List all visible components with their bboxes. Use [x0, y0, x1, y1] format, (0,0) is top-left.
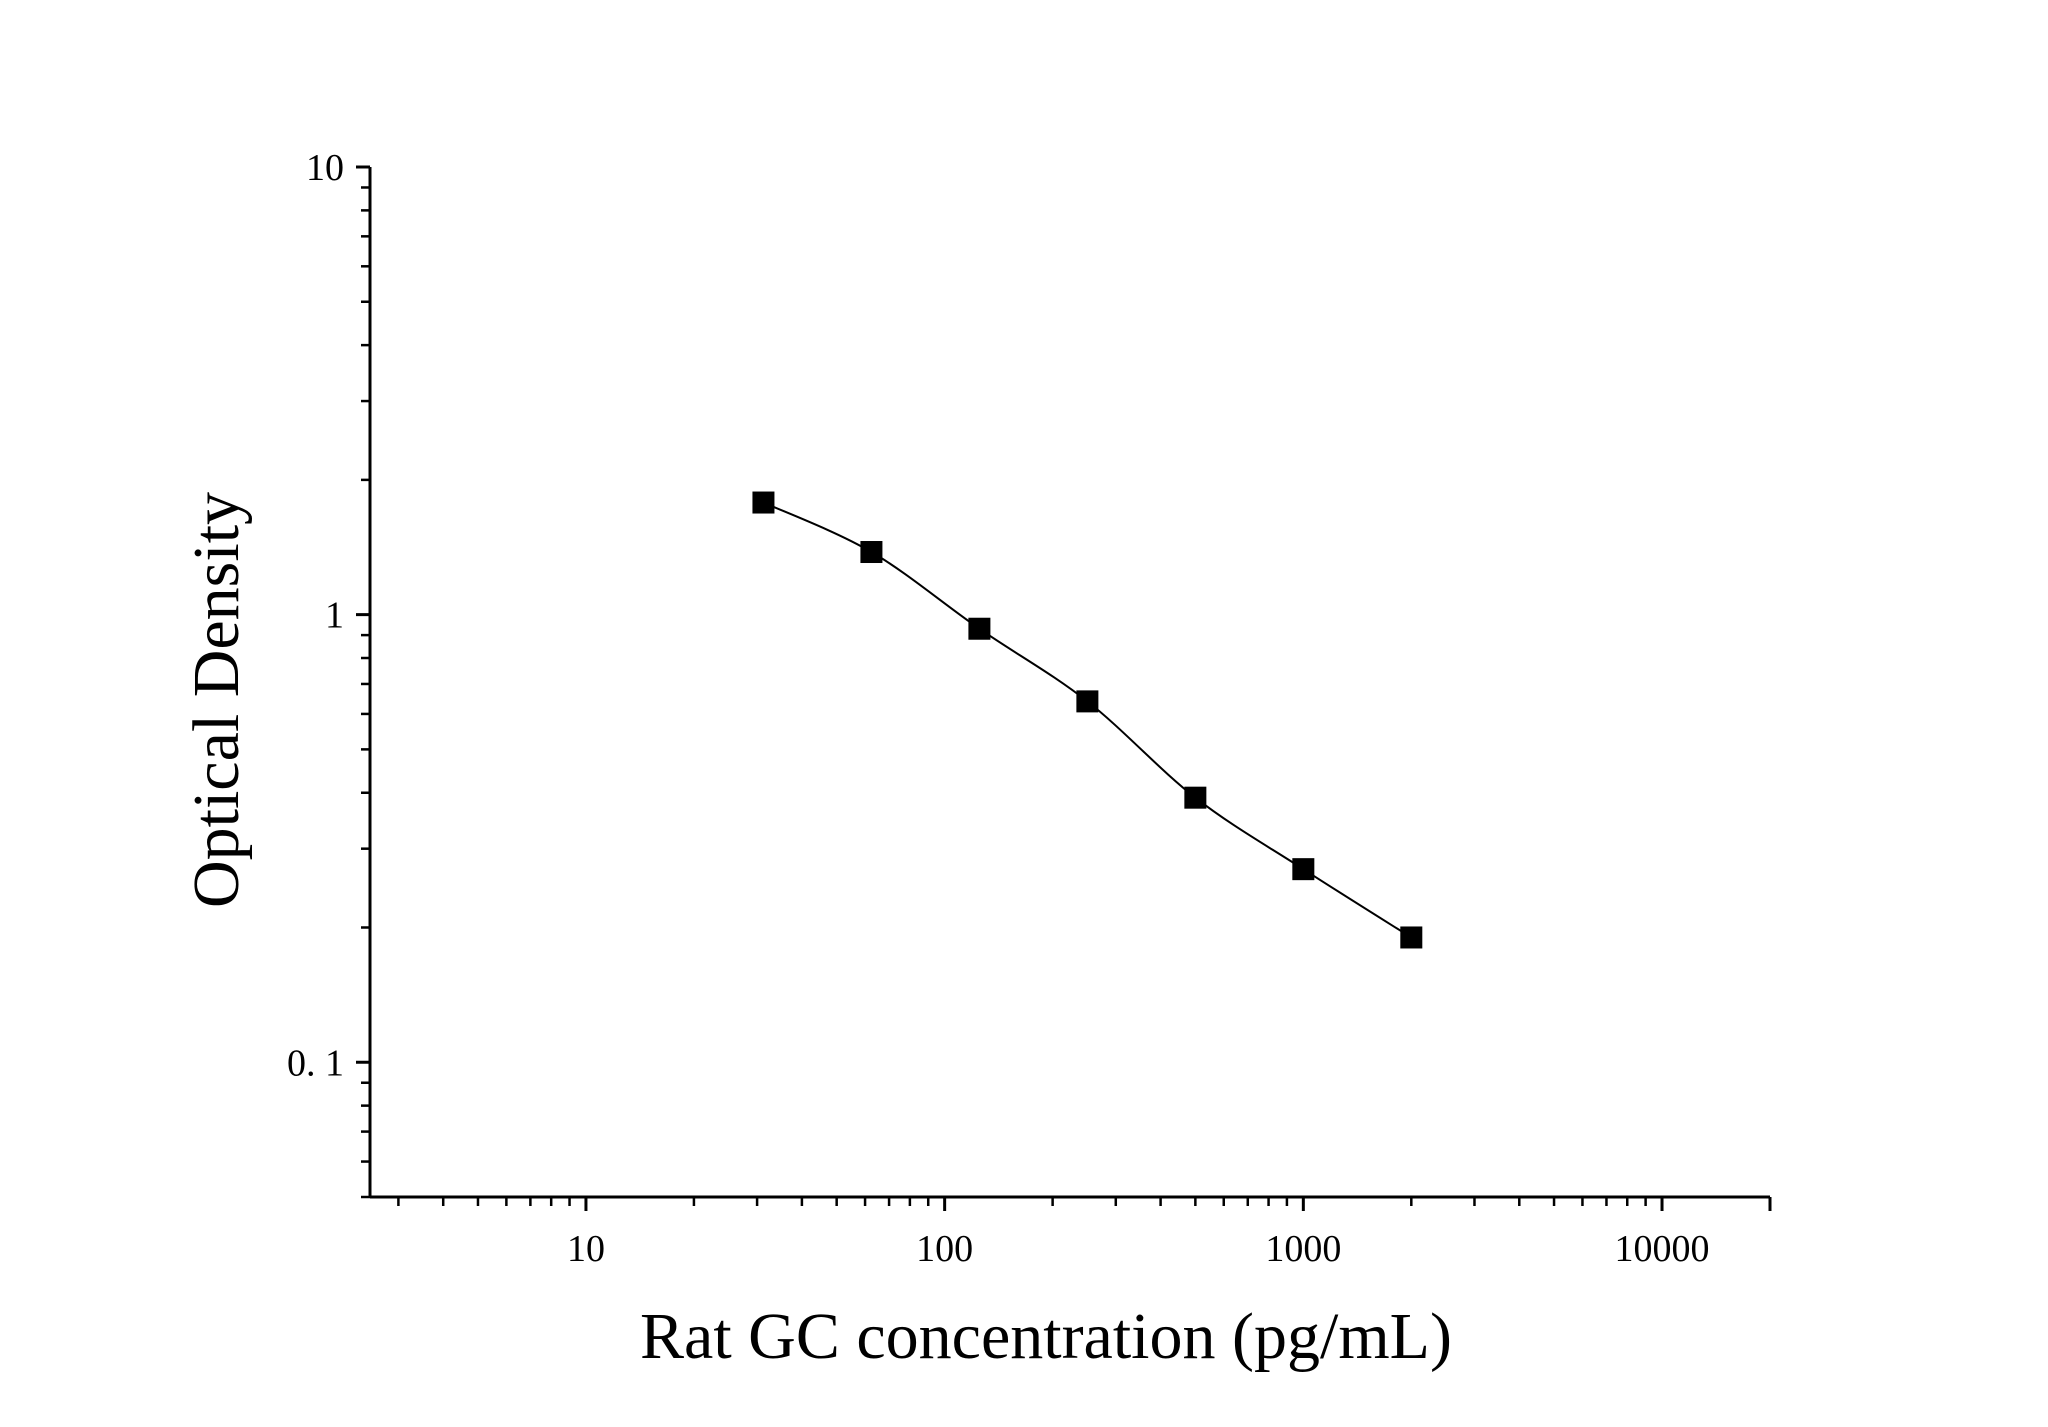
- x-tick-label: 10000: [1615, 1228, 1710, 1270]
- y-axis-ticks: [356, 165, 370, 1199]
- data-point: [1292, 858, 1315, 881]
- x-tick-label: 100: [916, 1228, 973, 1270]
- data-point: [1184, 786, 1207, 809]
- x-axis-title: Rat GC concentration (pg/mL): [640, 1300, 1452, 1373]
- plot-area: 10 100 1000 10000 0. 1 1 10: [287, 147, 1772, 1270]
- x-axis-ticks: [397, 1197, 1772, 1211]
- x-axis-tick-labels: 10 100 1000 10000: [567, 1228, 1710, 1270]
- y-axis-title: Optical Density: [180, 492, 253, 908]
- x-tick-label: 10: [567, 1228, 605, 1270]
- data-point: [1076, 690, 1099, 713]
- data-markers: [752, 491, 1423, 949]
- y-tick-label: 10: [306, 147, 344, 189]
- data-point: [860, 541, 883, 564]
- y-tick-label: 0. 1: [287, 1042, 344, 1084]
- y-tick-label: 1: [325, 595, 344, 637]
- data-point: [968, 617, 991, 640]
- data-point: [1400, 926, 1423, 949]
- y-axis-tick-labels: 0. 1 1 10: [287, 147, 344, 1084]
- x-tick-label: 1000: [1265, 1228, 1341, 1270]
- data-point: [752, 491, 775, 514]
